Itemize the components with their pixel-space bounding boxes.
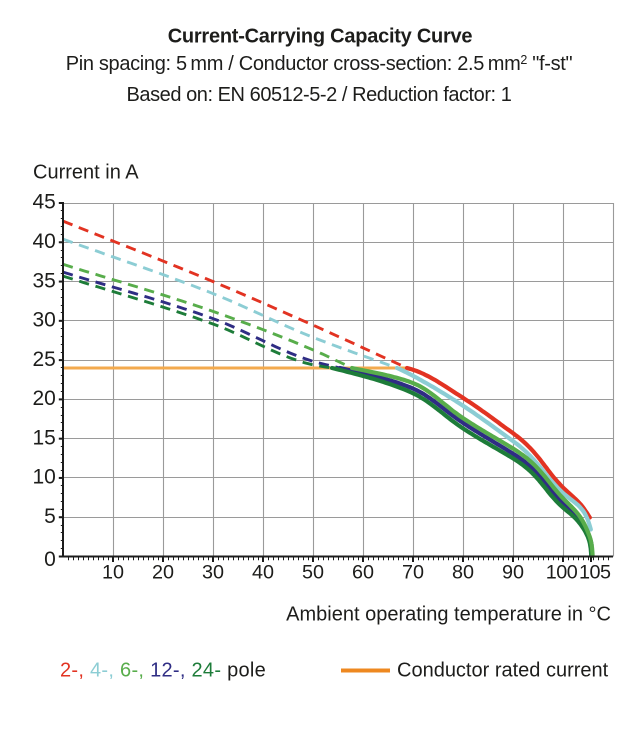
svg-text:50: 50 [302,561,324,583]
svg-text:Conductor rated current: Conductor rated current [397,660,609,682]
svg-text:80: 80 [452,561,474,583]
svg-text:30: 30 [32,309,55,332]
svg-text:10: 10 [102,561,124,583]
svg-text:2-, 4-, 6-, 12-, 24- pole: 2-, 4-, 6-, 12-, 24- pole [60,660,266,682]
svg-text:Ambient operating temperature: Ambient operating temperature in °C [286,604,611,626]
svg-text:105: 105 [579,561,611,583]
svg-text:Current in A: Current in A [33,162,139,184]
svg-text:15: 15 [32,426,55,449]
svg-text:20: 20 [152,561,174,583]
svg-text:100: 100 [546,561,578,583]
svg-text:70: 70 [402,561,424,583]
svg-text:10: 10 [32,466,55,489]
svg-text:30: 30 [202,561,224,583]
svg-text:40: 40 [32,230,55,253]
svg-text:5: 5 [44,505,56,528]
svg-text:35: 35 [32,269,55,292]
svg-text:0: 0 [44,548,56,571]
svg-text:Based on: EN 60512-5-2 / Reduc: Based on: EN 60512-5-2 / Reduction facto… [127,84,512,106]
svg-text:20: 20 [32,387,55,410]
svg-text:Pin spacing: 5 mm / Conductor: Pin spacing: 5 mm / Conductor cross-sect… [66,53,573,75]
svg-text:90: 90 [502,561,524,583]
svg-text:60: 60 [352,561,374,583]
svg-text:45: 45 [32,191,55,214]
svg-text:Current-Carrying Capacity Curv: Current-Carrying Capacity Curve [168,26,473,48]
svg-text:25: 25 [32,348,55,371]
svg-text:40: 40 [252,561,274,583]
